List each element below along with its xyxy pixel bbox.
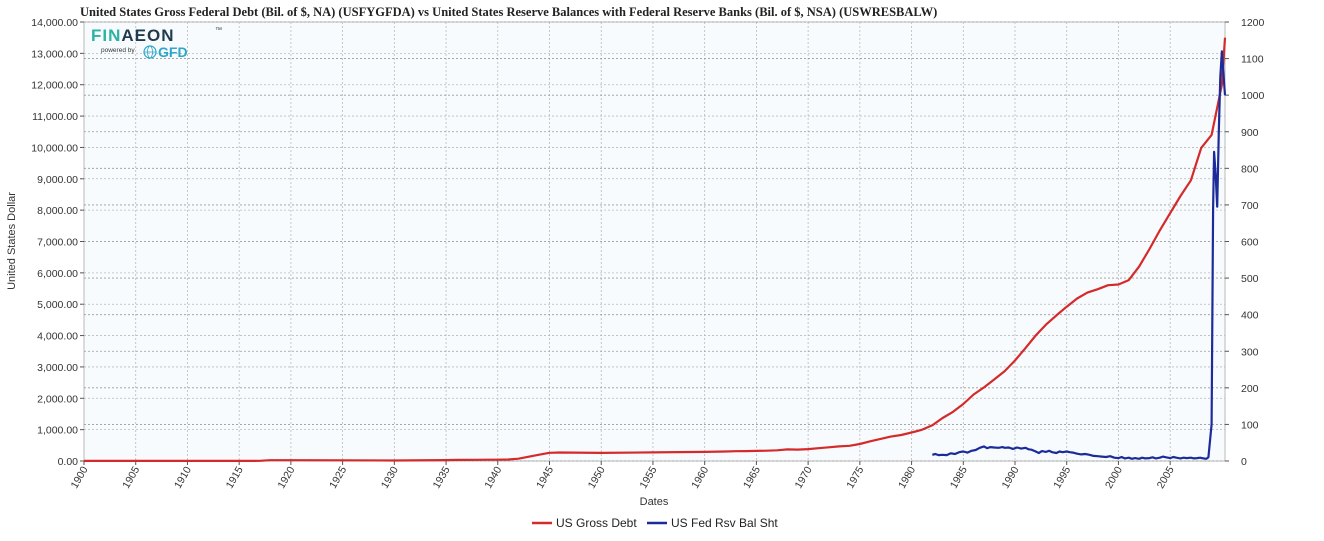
grid-lines <box>83 21 1225 462</box>
x-axis-ticks: 1900 1905 1910 1915 1920 1925 1930 1935 1940 1945… <box>69 461 1177 491</box>
left-tick-label: 11,000.00 <box>32 111 78 123</box>
right-tick-label: 400 <box>1241 310 1259 322</box>
right-tick-label: 700 <box>1241 200 1259 212</box>
right-tick-label: 500 <box>1241 273 1259 285</box>
left-tick-label: 6,000.00 <box>37 268 78 280</box>
y-axis-label: United States Dollar <box>6 192 18 290</box>
left-axis-ticks: 0.00 1,000.00 2,000.00 3,000.00 4,000.00 5,00… <box>31 17 84 468</box>
left-tick-label: 5,000.00 <box>37 299 78 311</box>
right-tick-label: 0 <box>1241 456 1247 468</box>
left-tick-label: 4,000.00 <box>37 331 78 343</box>
x-tick-label: 1945 <box>534 464 556 490</box>
x-tick-label: 1910 <box>172 464 194 490</box>
left-tick-label: 1,000.00 <box>37 425 78 437</box>
logo-gfd: GFD <box>158 44 188 60</box>
x-tick-label: 1990 <box>1000 464 1022 490</box>
series-line-us-fed-rsv-bal-sht <box>932 50 1227 460</box>
left-tick-label: 7,000.00 <box>37 237 78 249</box>
left-tick-label: 9,000.00 <box>37 174 78 186</box>
left-tick-label: 3,000.00 <box>37 362 78 374</box>
left-tick-label: 12,000.00 <box>31 80 78 92</box>
x-tick-label: 1900 <box>69 464 91 490</box>
logo-tm: ™ <box>215 27 222 34</box>
left-tick-label: 8,000.00 <box>37 205 78 217</box>
right-tick-label: 600 <box>1241 237 1259 249</box>
left-tick-label: 0.00 <box>58 456 79 468</box>
right-tick-label: 1100 <box>1241 54 1264 66</box>
x-tick-label: 1965 <box>741 464 763 490</box>
x-tick-label: 1915 <box>224 464 246 490</box>
left-tick-label: 10,000.00 <box>31 142 78 154</box>
logo-powered-by: powered by <box>101 47 135 54</box>
x-tick-label: 1930 <box>379 464 401 490</box>
x-tick-label: 1960 <box>689 464 711 490</box>
logo-brand-part1: FIN <box>91 26 121 45</box>
right-axis-ticks: 0 100 200 300 400 500 600 700 800 900 1000 1100 1200 <box>1225 17 1265 468</box>
x-tick-label: 2005 <box>1155 464 1177 490</box>
legend-label: US Gross Debt <box>556 516 637 530</box>
x-tick-label: 1950 <box>586 464 608 490</box>
right-tick-label: 1000 <box>1241 90 1265 102</box>
right-tick-label: 800 <box>1241 163 1259 175</box>
x-tick-label: 1940 <box>482 464 504 490</box>
x-tick-label: 1925 <box>327 464 349 490</box>
x-tick-label: 1955 <box>637 464 659 490</box>
right-tick-label: 200 <box>1241 383 1259 395</box>
x-tick-label: 1980 <box>896 464 918 490</box>
right-tick-label: 900 <box>1241 127 1259 139</box>
svg-text:FINAEON: FINAEON <box>91 26 175 45</box>
left-tick-label: 14,000.00 <box>31 17 78 29</box>
gfd-globe-icon <box>143 45 157 59</box>
finaeon-logo: FINAEON ™ powered by GFD <box>91 26 222 60</box>
x-tick-label: 2000 <box>1103 464 1125 490</box>
logo-brand-part2: AEON <box>121 26 174 45</box>
x-tick-label: 1905 <box>120 464 142 490</box>
chart-title: United States Gross Federal Debt (Bil. o… <box>80 5 937 19</box>
left-tick-label: 13,000.00 <box>31 48 78 60</box>
x-tick-label: 1985 <box>948 464 970 490</box>
legend: US Gross Debt US Fed Rsv Bal Sht <box>532 516 778 530</box>
x-tick-label: 1995 <box>1051 464 1073 490</box>
x-tick-label: 1920 <box>275 464 297 490</box>
x-tick-label: 1935 <box>431 464 453 490</box>
plot-area <box>83 21 1226 462</box>
x-axis-label: Dates <box>640 496 669 508</box>
x-tick-label: 1970 <box>793 464 815 490</box>
right-tick-label: 300 <box>1241 346 1259 358</box>
series-group <box>84 37 1227 462</box>
legend-label: US Fed Rsv Bal Sht <box>671 516 778 530</box>
left-tick-label: 2,000.00 <box>37 393 78 405</box>
series-line-us-gross-debt <box>84 37 1227 462</box>
right-tick-label: 100 <box>1241 419 1259 431</box>
right-tick-label: 1200 <box>1241 17 1265 29</box>
x-tick-label: 1975 <box>844 464 866 490</box>
